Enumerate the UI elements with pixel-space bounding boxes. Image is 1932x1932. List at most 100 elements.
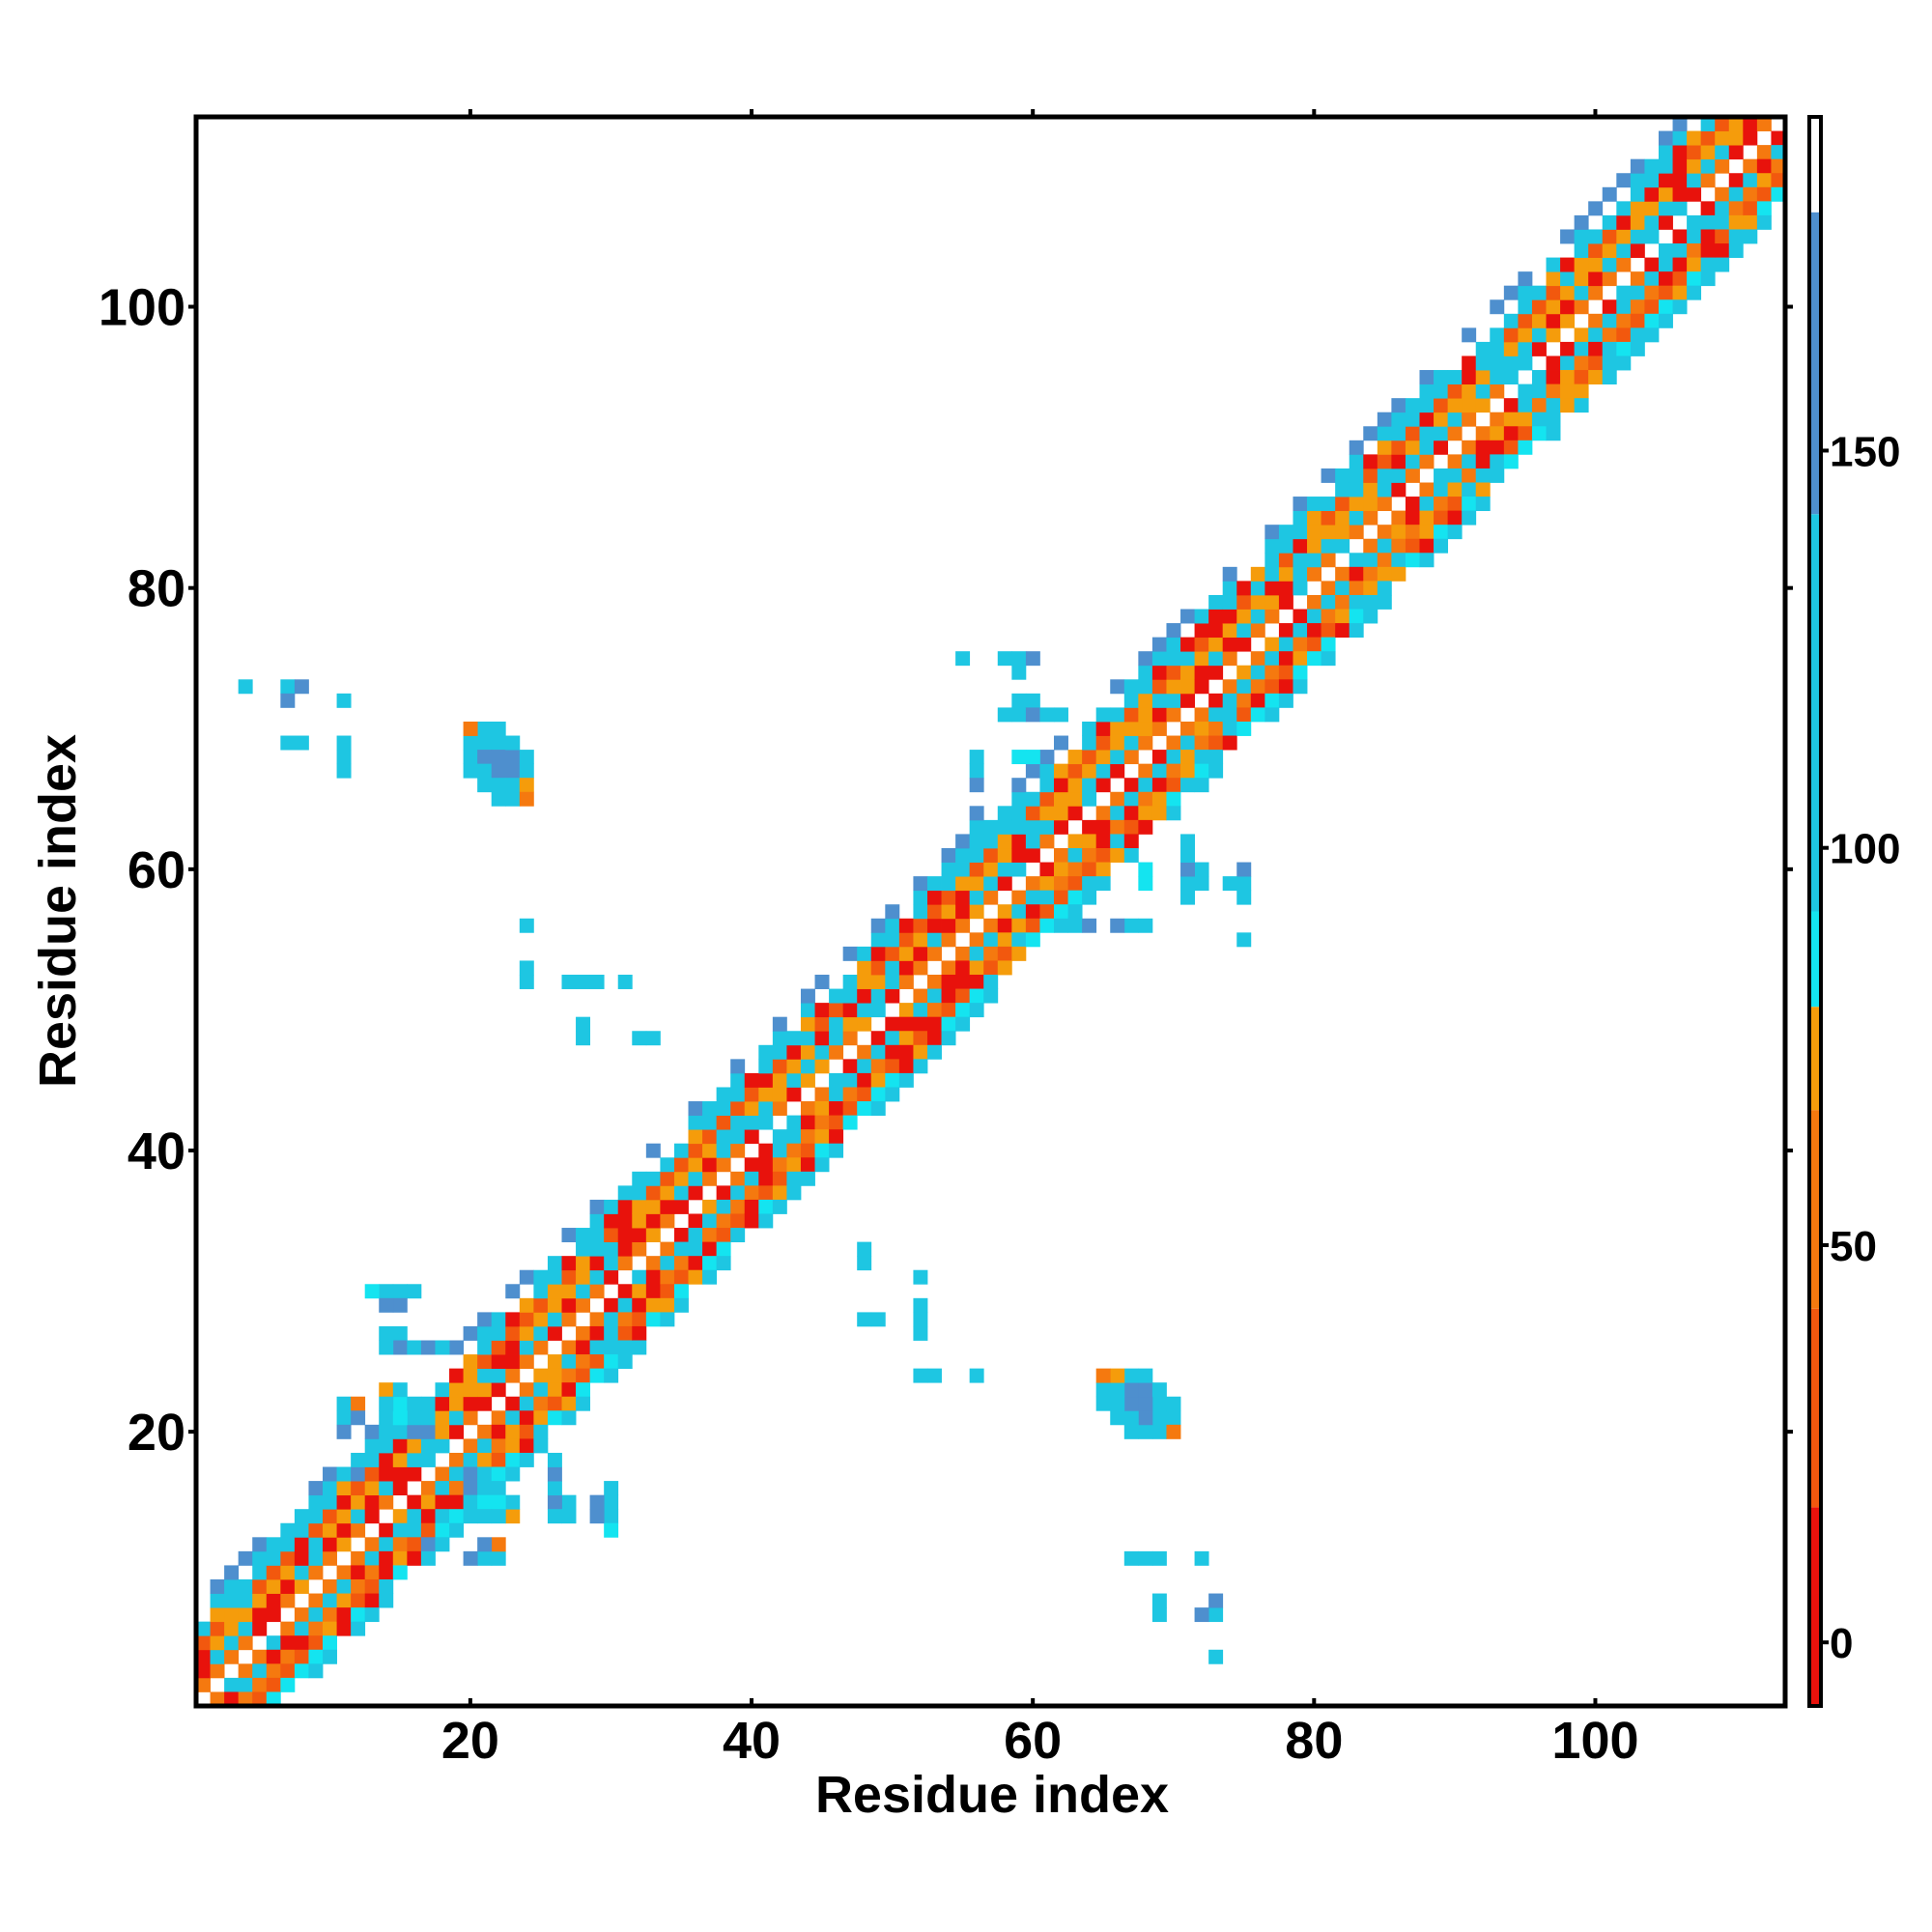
heatmap-cell [576,1256,591,1271]
heatmap-cell [1095,862,1111,877]
heatmap-cell [1687,145,1702,160]
heatmap-cell [1138,876,1153,892]
heatmap-cell [913,988,928,1004]
heatmap-cell [1728,201,1744,216]
heatmap-cell [280,1578,296,1594]
heatmap-cell [477,1396,493,1411]
heatmap-cell [1166,623,1181,639]
heatmap-cell [969,847,984,863]
heatmap-cell [547,1284,562,1299]
heatmap-cell [1405,440,1420,455]
heatmap-cell [842,1087,858,1102]
heatmap-cell [1531,341,1547,356]
heatmap-cell [716,1115,731,1130]
heatmap-cell [323,1550,337,1566]
heatmap-cell [1391,454,1406,469]
heatmap-cell [744,1087,759,1102]
heatmap-cell [1503,285,1519,300]
heatmap-cell [926,904,942,920]
heatmap-cell [1166,806,1181,821]
heatmap-cell [673,1143,689,1158]
heatmap-cell [632,1228,647,1242]
heatmap-cell [336,1593,352,1608]
y-tick-label: 40 [128,1122,185,1180]
heatmap-cell [744,1101,759,1116]
heatmap-cell [885,1031,900,1046]
heatmap-cell [1082,750,1097,765]
heatmap-cell [1166,1410,1181,1426]
heatmap-cell [519,1340,534,1355]
heatmap-cell [1546,257,1561,272]
heatmap-cell [1123,1382,1139,1398]
heatmap-cell [561,975,577,989]
heatmap-cell [688,1256,703,1271]
heatmap-cell [392,1522,408,1538]
heatmap-cell [913,890,928,905]
heatmap-cell [913,1312,928,1327]
heatmap-cell [1391,566,1406,582]
heatmap-cell [589,1509,605,1524]
heatmap-cell [505,791,521,807]
heatmap-cell [604,1325,619,1341]
heatmap-cell [1687,158,1702,174]
heatmap-cell [1715,257,1730,272]
heatmap-cell [533,1297,549,1313]
heatmap-cell [997,847,1012,863]
heatmap-cell [1307,594,1321,610]
heatmap-cell [392,1481,408,1496]
heatmap-cell [857,1101,872,1116]
heatmap-cell [1095,806,1111,821]
heatmap-cell [814,1059,830,1074]
heatmap-cell [1644,313,1660,328]
heatmap-cell [688,1157,703,1173]
heatmap-cell [1377,594,1392,610]
heatmap-cell [1560,229,1576,244]
heatmap-cell [210,1621,225,1636]
heatmap-cell [561,1509,577,1524]
heatmap-cell [392,1550,408,1566]
plot-frame [193,114,1788,1709]
heatmap-cell [1391,510,1406,526]
heatmap-cell [1518,398,1533,413]
heatmap-cell [392,1565,408,1580]
heatmap-cell [1405,426,1420,441]
heatmap-cell [1756,214,1772,230]
heatmap-cell [449,1494,464,1510]
heatmap-cell [1138,918,1153,933]
heatmap-cell [1531,370,1547,384]
heatmap-cell [1123,918,1139,933]
heatmap-cell [857,1003,872,1018]
heatmap-cell [364,1438,380,1454]
heatmap-cell [1123,1424,1139,1439]
heatmap-cell [407,1340,422,1355]
heatmap-cell [1728,145,1744,160]
heatmap-cell [1419,370,1435,384]
heatmap-cell [1039,791,1055,807]
heatmap-cell [913,1269,928,1285]
heatmap-cell [589,1494,605,1510]
heatmap-cell [589,1241,605,1257]
heatmap-cell [463,750,478,765]
heatmap-cell [266,1677,281,1692]
heatmap-cell [1180,862,1195,877]
heatmap-cell [336,1565,352,1580]
heatmap-cell [1687,229,1702,244]
heatmap-cell [1377,426,1392,441]
heatmap-cell [1518,285,1533,300]
heatmap-cell [1546,271,1561,287]
heatmap-cell [1475,454,1491,469]
heatmap-cell [1531,398,1547,413]
heatmap-cell [1095,847,1111,863]
heatmap-cell [1208,637,1224,652]
heatmap-cell [266,1607,281,1623]
heatmap-cell [308,1509,324,1524]
x-tick-label: 40 [723,1712,781,1770]
heatmap-cell [1715,229,1730,244]
heatmap-cell [913,1003,928,1018]
heatmap-cell [1110,750,1125,765]
heatmap-cell [266,1537,281,1552]
heatmap-cell [660,1199,675,1214]
heatmap-cell [1011,819,1027,835]
heatmap-cell [1138,1368,1153,1383]
heatmap-cell [1067,890,1083,905]
